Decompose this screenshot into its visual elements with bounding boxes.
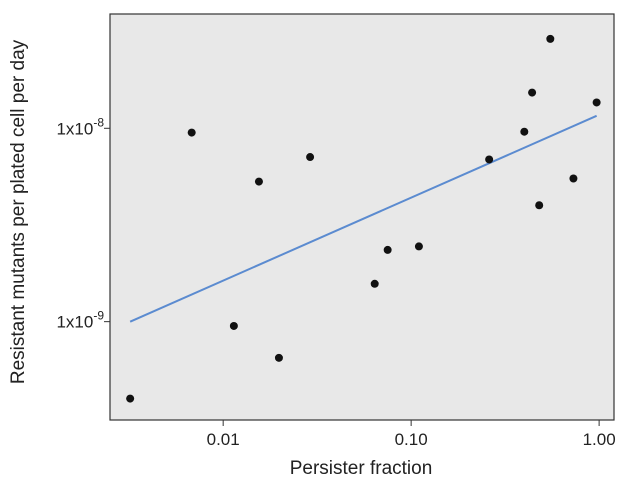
x-axis-title: Persister fraction bbox=[290, 458, 433, 479]
data-point bbox=[254, 177, 263, 186]
data-point bbox=[274, 353, 283, 362]
data-point bbox=[229, 321, 238, 330]
plot-background bbox=[109, 13, 615, 421]
x-tick-label: 1.00 bbox=[583, 430, 616, 449]
data-point bbox=[592, 98, 601, 107]
x-tick-label: 0.10 bbox=[395, 430, 428, 449]
data-point bbox=[528, 88, 537, 97]
plot-area bbox=[109, 13, 615, 421]
y-tick-label: 1x10-9 bbox=[56, 309, 104, 332]
trendline bbox=[129, 114, 598, 323]
y-tick-label-exponent: -9 bbox=[93, 309, 104, 323]
data-point bbox=[370, 279, 379, 288]
data-point bbox=[520, 127, 529, 136]
y-tick-label: 1x10-8 bbox=[56, 115, 104, 138]
data-point bbox=[485, 155, 494, 164]
points-layer bbox=[126, 34, 601, 403]
data-point bbox=[414, 242, 423, 251]
data-point bbox=[383, 245, 392, 254]
y-tick-label-base: 1x10 bbox=[56, 313, 93, 332]
data-point bbox=[306, 153, 315, 162]
trendline-layer bbox=[129, 114, 598, 323]
x-tick-label: 0.01 bbox=[207, 430, 240, 449]
data-point bbox=[569, 174, 578, 183]
y-axis-title: Resistant mutants per plated cell per da… bbox=[8, 39, 29, 384]
data-point bbox=[126, 394, 135, 403]
y-tick-label-exponent: -8 bbox=[93, 115, 104, 129]
data-point bbox=[187, 128, 196, 137]
x-axis-ticks: 0.01 0.10 1.00 bbox=[207, 420, 616, 449]
data-point bbox=[535, 201, 544, 210]
data-point bbox=[546, 34, 555, 43]
y-tick-label-base: 1x10 bbox=[56, 119, 93, 138]
